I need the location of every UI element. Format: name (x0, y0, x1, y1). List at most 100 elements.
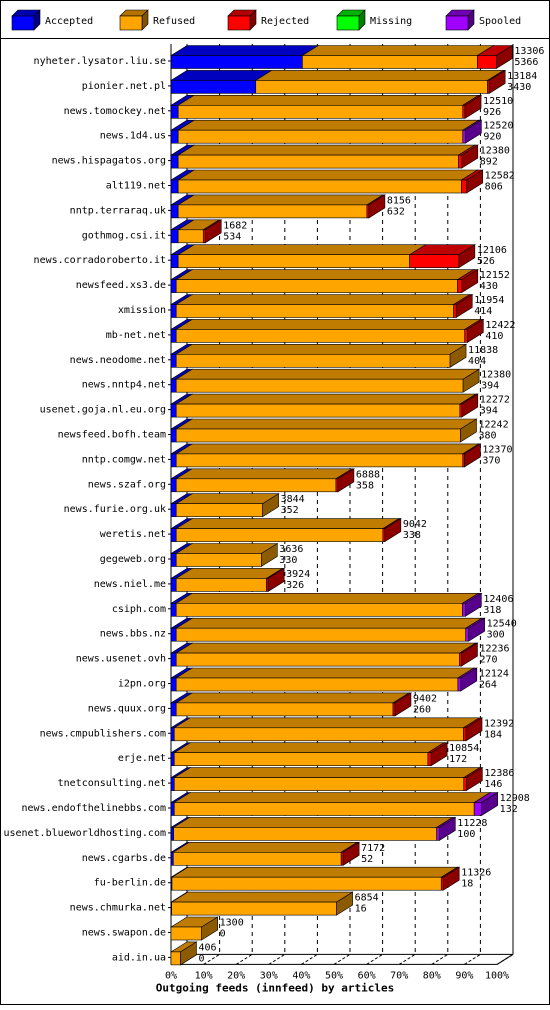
bar-segment (170, 478, 177, 493)
accepted-label: 410 (485, 331, 503, 342)
bar-segment-top (175, 269, 475, 280)
bar-segment (170, 129, 179, 144)
bar-segment (255, 80, 488, 94)
bar-segment-top (175, 343, 468, 355)
category-label: news.neodome.net (70, 355, 166, 366)
accepted-label: 534 (223, 231, 241, 242)
bar-side (465, 717, 483, 742)
offered-label: 1300 (220, 918, 244, 929)
accepted-label: 270 (479, 655, 497, 666)
accepted-label: 300 (487, 630, 505, 641)
offered-label: 13306 (514, 46, 544, 57)
bar-segment (177, 105, 464, 119)
offered-label: 12370 (482, 444, 512, 455)
accepted-label: 394 (480, 406, 498, 417)
category-label: gegeweb.org (100, 554, 166, 565)
bar-segment (463, 777, 467, 791)
bar-side (336, 891, 353, 916)
offered-label: 12392 (484, 718, 514, 729)
bar-segment-top (177, 194, 384, 206)
accepted-label: 926 (483, 107, 501, 118)
accepted-label: 414 (474, 306, 492, 317)
bar-segment-top (301, 45, 495, 56)
offered-label: 1682 (223, 220, 247, 231)
bar-segment-top (175, 443, 480, 455)
category-label: aid.in.ua (112, 952, 166, 963)
bar-segment-top (175, 518, 400, 529)
bar-segment-top (175, 543, 279, 554)
accepted-label: 16 (355, 904, 367, 915)
accepted-label: 370 (482, 455, 500, 466)
bar-segment (457, 677, 462, 692)
bar-segment-top (173, 742, 445, 754)
category-label: i2pn.org (118, 679, 166, 690)
floor-gridline (431, 953, 449, 965)
category-label: news.endofthelinebbs.com (22, 803, 167, 814)
bar-segment (177, 129, 464, 144)
bar-side (261, 542, 278, 568)
floor-gridline (235, 953, 253, 965)
category-label: news.cmpublishers.com (40, 728, 166, 739)
bar-segment (170, 403, 177, 418)
bar-side (449, 343, 467, 368)
bar-side (461, 144, 479, 169)
bar-segment (171, 901, 337, 916)
legend-label: Accepted (45, 16, 93, 27)
category-label: gothmog.csi.it (82, 230, 166, 241)
bar-segment-top (177, 144, 476, 156)
accepted-label: 132 (500, 804, 518, 815)
bar-segment-top (175, 667, 475, 679)
bar-segment (170, 727, 175, 742)
legend-label: Missing (370, 16, 412, 27)
offered-label: 6854 (355, 893, 379, 904)
bar-segment-top (170, 891, 354, 903)
offered-label: 3924 (286, 569, 310, 580)
bar-side (267, 567, 285, 592)
category-label: news.1d4.us (100, 131, 166, 142)
offered-label: 12510 (483, 96, 513, 107)
x-tick-label: 30% (260, 970, 278, 981)
bar-side (430, 742, 448, 767)
legend-entry-rejected: Rejected (227, 9, 309, 31)
bar-segment-top (175, 617, 483, 629)
accepted-label: 172 (449, 754, 467, 765)
bar-segment (175, 627, 467, 642)
category-label: mb-net.net (106, 330, 166, 341)
bar-segment-top (170, 866, 459, 878)
accepted-label: 318 (483, 605, 501, 616)
x-tick-label: 90% (455, 970, 473, 981)
bar-segment (463, 727, 467, 742)
bar-side (460, 667, 478, 692)
bar-segment-top (173, 767, 481, 778)
bar-side (201, 916, 218, 941)
bar-side (496, 44, 513, 70)
floor-gridline (496, 953, 514, 965)
bar-segment (462, 129, 466, 144)
bar-segment-top (175, 568, 284, 579)
bar-side (262, 493, 279, 518)
offered-label: 11228 (457, 818, 487, 829)
bar-segment (170, 179, 179, 194)
bar-segment (175, 428, 461, 443)
accepted-label: 892 (480, 157, 498, 168)
category-label: erje.net (118, 753, 166, 764)
bar-segment (170, 453, 177, 468)
bar-segment (170, 602, 177, 617)
bar-segment (175, 353, 451, 368)
category-label: news.nntp4.net (82, 380, 166, 391)
bar-segment (175, 602, 463, 617)
bar-segment (477, 55, 497, 69)
legend-entry-refused: Refused (119, 9, 195, 31)
category-label: newsfeed.bofh.team (58, 430, 166, 441)
category-label: nntp.terraraq.uk (70, 205, 166, 216)
